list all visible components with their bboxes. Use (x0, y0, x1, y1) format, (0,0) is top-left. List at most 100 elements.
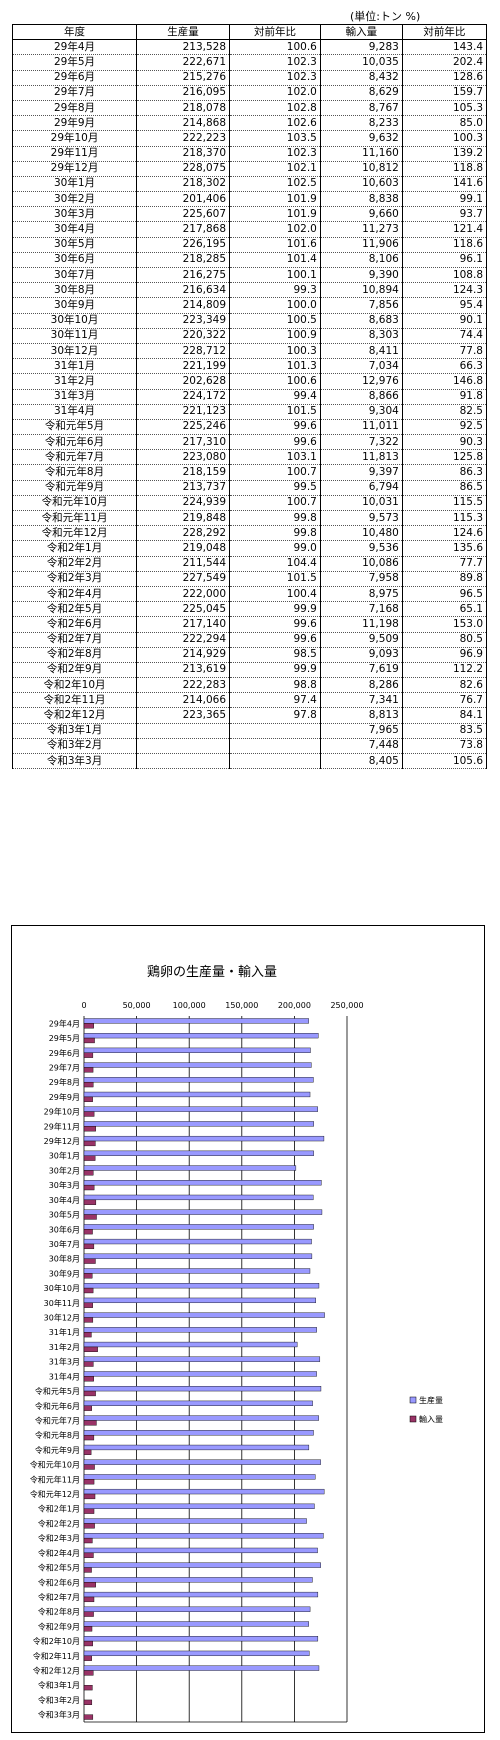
bar-production (83, 1268, 311, 1274)
bar-production (83, 1665, 320, 1671)
cell-production (136, 722, 231, 739)
cell-production: 223,349 (136, 312, 231, 329)
cell-period: 30年5月 (11, 236, 138, 253)
cell-imports: 8,286 (319, 677, 403, 694)
table-row: 令和2年7月 222,294 99.6 9,509 80.5 (11, 631, 488, 648)
cell-imports-yoy: 124.6 (401, 525, 488, 542)
cell-imports: 7,856 (319, 297, 403, 314)
cell-period: 令和2年10月 (11, 677, 138, 694)
cell-production: 213,737 (136, 479, 231, 496)
cell-imports: 9,536 (319, 540, 403, 557)
cell-imports: 8,411 (319, 342, 403, 360)
cell-period: 29年6月 (11, 69, 138, 86)
cell-production-yoy: 102.3 (229, 145, 321, 162)
cell-imports-yoy: 121.4 (401, 221, 488, 238)
cell-production: 222,294 (136, 631, 231, 648)
table-header-row: 年度 生産量 対前年比 輸入量 対前年比 (11, 23, 488, 41)
cell-imports: 8,813 (319, 707, 403, 724)
cell-production-yoy: 98.8 (229, 677, 321, 694)
unit-note: (単位:トン %) (350, 10, 421, 23)
bar-imports (83, 1067, 94, 1073)
bar-imports (83, 1567, 92, 1573)
y-category-label: 30年12月 (44, 1313, 80, 1323)
bar-production (83, 1312, 325, 1318)
bar-imports (83, 1611, 94, 1617)
cell-imports: 9,660 (319, 206, 403, 223)
bar-imports (83, 1184, 95, 1191)
cell-period: 令和元年8月 (11, 464, 138, 481)
cell-imports: 8,838 (319, 191, 403, 208)
cell-period: 令和2年3月 (11, 570, 138, 587)
cell-production-yoy: 100.1 (229, 266, 321, 284)
cell-imports-yoy: 143.4 (401, 39, 488, 56)
data-table: 年度 生産量 対前年比 輸入量 対前年比 29年4月 213,528 100.6 9,… (11, 23, 488, 770)
bar-imports (83, 1626, 93, 1632)
cell-imports: 10,086 (319, 555, 403, 572)
cell-period: 29年9月 (11, 115, 138, 132)
table-row: 30年7月 216,275 100.1 9,390 108.8 (11, 266, 488, 284)
cell-production (136, 752, 231, 770)
y-category-label: 30年4月 (49, 1195, 80, 1205)
cell-imports-yoy: 105.3 (401, 99, 488, 117)
y-category-label: 31年3月 (49, 1357, 80, 1367)
bar-imports (83, 1361, 94, 1367)
cell-period: 30年8月 (11, 282, 138, 299)
cell-imports-yoy: 86.5 (401, 479, 488, 496)
cell-production: 220,322 (136, 327, 231, 344)
cell-imports-yoy: 90.3 (401, 434, 488, 451)
cell-production-yoy: 100.3 (229, 342, 321, 360)
y-category-label: 30年2月 (49, 1165, 80, 1175)
cell-imports: 7,341 (319, 692, 403, 709)
cell-imports-yoy: 65.1 (401, 601, 488, 618)
cell-production: 219,048 (136, 540, 231, 557)
table-row: 30年5月 226,195 101.6 11,906 118.6 (11, 236, 488, 253)
y-category-label: 令和3年2月 (38, 1695, 80, 1705)
y-category-label: 令和2年11月 (33, 1651, 80, 1661)
cell-imports: 11,198 (319, 616, 403, 633)
cell-production: 218,285 (136, 251, 231, 269)
y-category-label: 30年6月 (49, 1224, 80, 1234)
table-row: 令和2年11月 214,066 97.4 7,341 76.7 (11, 692, 488, 709)
cell-imports: 10,894 (319, 282, 403, 299)
cell-production-yoy: 102.0 (229, 84, 321, 101)
cell-period: 31年4月 (11, 403, 138, 420)
legend-swatch-production (409, 1396, 417, 1404)
bar-imports (83, 1155, 96, 1161)
table-row: 令和2年5月 225,045 99.9 7,168 65.1 (11, 601, 488, 618)
cell-production: 217,868 (136, 221, 231, 238)
cell-production: 223,365 (136, 707, 231, 724)
cell-imports: 9,390 (319, 266, 403, 284)
bar-production (83, 1209, 323, 1215)
cell-period: 令和2年6月 (11, 616, 138, 633)
cell-imports-yoy: 77.8 (401, 342, 488, 360)
table-row: 30年11月 220,322 100.9 8,303 74.4 (11, 327, 488, 344)
bar-imports (83, 1685, 93, 1691)
table-row: 30年1月 218,302 102.5 10,603 141.6 (11, 175, 488, 193)
cell-period: 令和3年3月 (11, 752, 138, 770)
table-row: 令和元年6月 217,310 99.6 7,322 90.3 (11, 434, 488, 451)
cell-imports-yoy: 86.3 (401, 464, 488, 481)
bar-imports (83, 1126, 96, 1132)
table-row: 令和元年5月 225,246 99.6 11,011 92.5 (11, 418, 488, 436)
cell-imports: 6,794 (319, 479, 403, 496)
cell-imports-yoy: 95.4 (401, 297, 488, 314)
table-row: 29年4月 213,528 100.6 9,283 143.4 (11, 39, 488, 56)
cell-production: 228,712 (136, 342, 231, 360)
bar-imports (83, 1258, 96, 1264)
y-category-label: 31年4月 (49, 1371, 80, 1381)
cell-period: 令和2年9月 (11, 661, 138, 679)
cell-imports: 9,509 (319, 631, 403, 648)
y-category-label: 令和元年12月 (30, 1489, 80, 1499)
y-category-label: 令和2年6月 (38, 1577, 80, 1587)
bar-imports (83, 1493, 96, 1500)
cell-imports: 8,866 (319, 388, 403, 405)
cell-period: 令和2年2月 (11, 555, 138, 572)
cell-imports-yoy: 96.1 (401, 251, 488, 269)
cell-production-yoy: 101.9 (229, 191, 321, 208)
bar-imports (83, 1670, 94, 1676)
table-row: 30年12月 228,712 100.3 8,411 77.8 (11, 342, 488, 360)
cell-production: 225,607 (136, 206, 231, 223)
bar-imports (83, 1434, 95, 1441)
table-row: 29年7月 216,095 102.0 8,629 159.7 (11, 84, 488, 101)
table-row: 31年2月 202,628 100.6 12,976 146.8 (11, 373, 488, 390)
